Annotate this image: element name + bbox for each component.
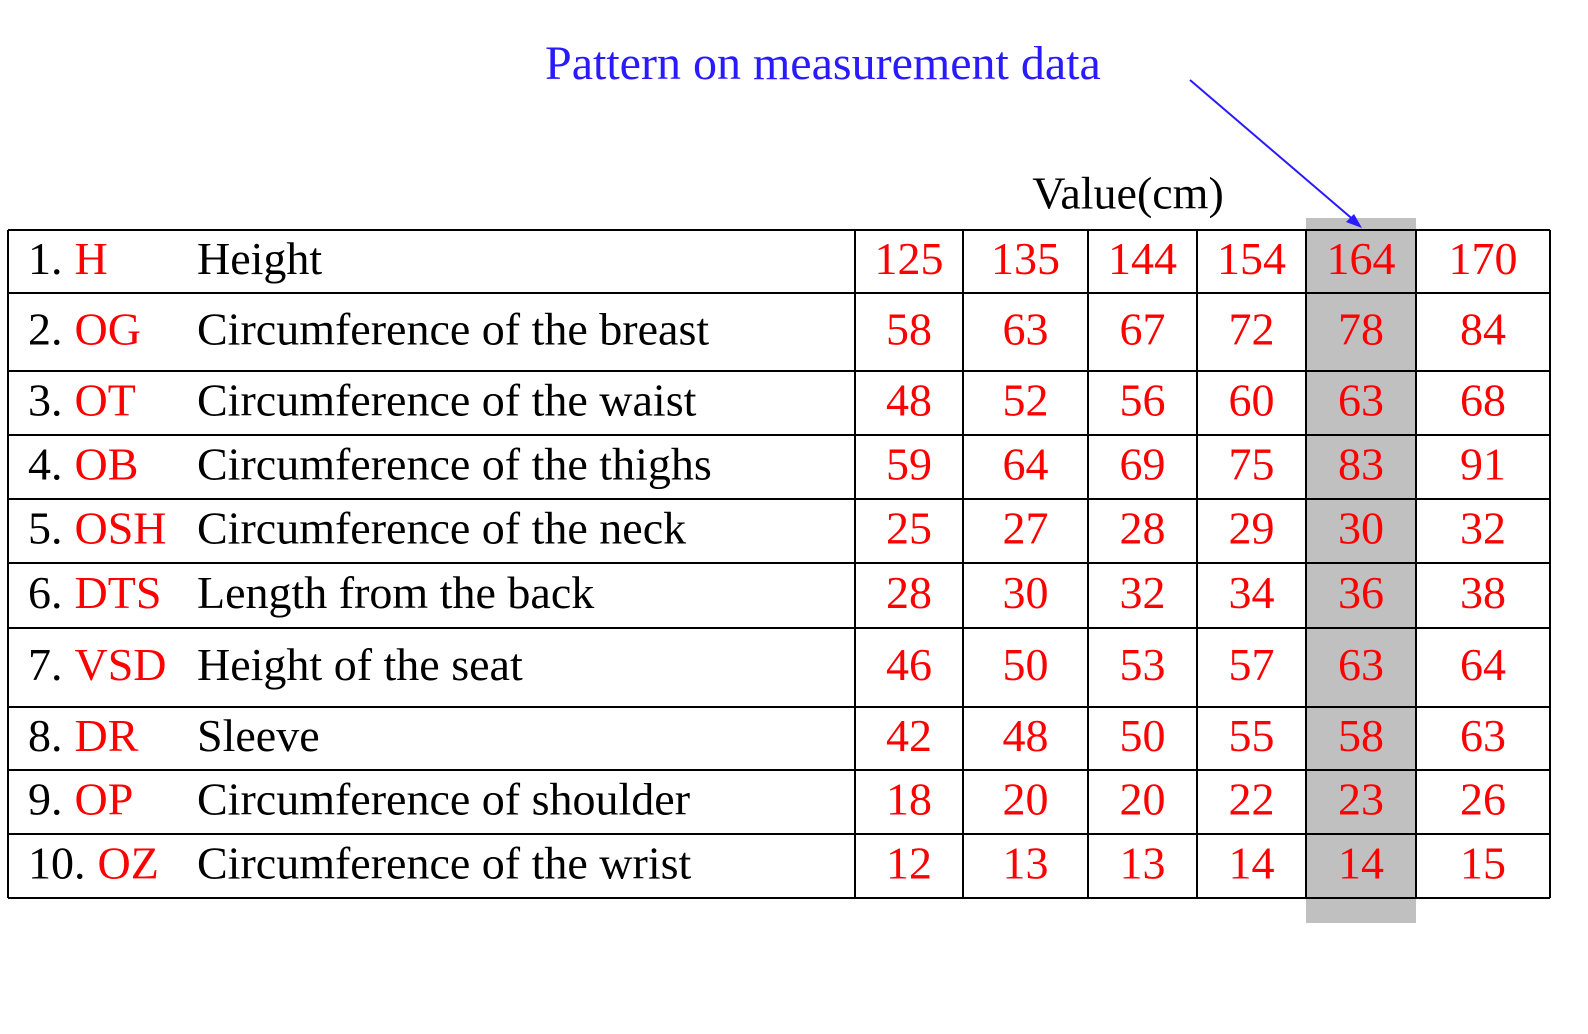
row-value: 14 [1229,838,1275,889]
row-number: 4. [28,439,63,490]
row-code: DTS [75,567,162,618]
row-value: 34 [1229,567,1275,618]
row-value: 84 [1460,304,1506,355]
row-value: 164 [1327,233,1396,284]
row-number: 6. [28,567,63,618]
row-value: 64 [1460,639,1506,690]
row-number: 9. [28,774,63,825]
row-code: H [75,233,108,284]
row-value: 38 [1460,567,1506,618]
row-value: 12 [886,838,932,889]
row-number: 2. [28,304,63,355]
row-name: Circumference of the neck [197,503,686,554]
row-value: 75 [1229,439,1275,490]
row-value: 144 [1108,233,1177,284]
row-name: Circumference of the thighs [197,439,712,490]
row-value: 25 [886,503,932,554]
column-header: Value(cm) [1032,168,1224,219]
annotation: Pattern on measurement data [545,37,1101,90]
row-value: 63 [1003,304,1049,355]
row-value: 50 [1120,710,1166,761]
row-name: Circumference of the wrist [197,838,692,889]
row-value: 55 [1229,710,1275,761]
row-value: 13 [1003,838,1049,889]
row-value: 63 [1460,710,1506,761]
arrow-line [1189,79,1357,223]
row-value: 20 [1120,774,1166,825]
row-value: 42 [886,710,932,761]
row-value: 170 [1449,233,1518,284]
row-value: 29 [1229,503,1275,554]
row-value: 18 [886,774,932,825]
row-value: 125 [875,233,944,284]
arrow-head [1346,214,1362,228]
row-value: 135 [991,233,1060,284]
row-value: 53 [1120,639,1166,690]
row-code: OZ [98,838,159,889]
row-value: 28 [1120,503,1166,554]
row-value: 56 [1120,375,1166,426]
row-value: 50 [1003,639,1049,690]
row-code: VSD [75,639,167,690]
row-value: 26 [1460,774,1506,825]
row-number: 5. [28,503,63,554]
row-value: 32 [1120,567,1166,618]
row-value: 48 [886,375,932,426]
row-value: 67 [1120,304,1166,355]
row-code: OG [75,304,141,355]
row-value: 83 [1338,439,1384,490]
row-code: OT [75,375,136,426]
row-name: Height of the seat [197,639,523,690]
row-value: 69 [1120,439,1166,490]
row-number: 10. [28,838,86,889]
row-value: 72 [1229,304,1275,355]
row-name: Circumference of the waist [197,375,697,426]
row-value: 58 [886,304,932,355]
row-code: OB [75,439,139,490]
row-value: 32 [1460,503,1506,554]
row-number: 7. [28,639,63,690]
row-name: Sleeve [197,710,320,761]
row-value: 91 [1460,439,1506,490]
row-code: DR [75,710,139,761]
highlight-column [1306,218,1416,923]
row-value: 20 [1003,774,1049,825]
row-value: 28 [886,567,932,618]
row-value: 23 [1338,774,1384,825]
row-value: 60 [1229,375,1275,426]
row-name: Height [197,233,322,284]
row-code: OP [75,774,134,825]
row-code: OSH [75,503,167,554]
row-value: 13 [1120,838,1166,889]
row-value: 59 [886,439,932,490]
row-value: 27 [1003,503,1049,554]
row-value: 52 [1003,375,1049,426]
row-value: 68 [1460,375,1506,426]
row-value: 57 [1229,639,1275,690]
row-name: Circumference of shoulder [197,774,690,825]
row-value: 14 [1338,838,1384,889]
row-number: 8. [28,710,63,761]
row-value: 63 [1338,639,1384,690]
row-name: Length from the back [197,567,594,618]
row-value: 46 [886,639,932,690]
row-number: 1. [28,233,63,284]
row-value: 154 [1217,233,1286,284]
row-value: 78 [1338,304,1384,355]
row-number: 3. [28,375,63,426]
row-value: 30 [1003,567,1049,618]
row-value: 30 [1338,503,1384,554]
row-value: 36 [1338,567,1384,618]
row-value: 63 [1338,375,1384,426]
row-value: 64 [1003,439,1049,490]
row-value: 58 [1338,710,1384,761]
row-value: 22 [1229,774,1275,825]
row-value: 15 [1460,838,1506,889]
row-value: 48 [1003,710,1049,761]
row-name: Circumference of the breast [197,304,709,355]
